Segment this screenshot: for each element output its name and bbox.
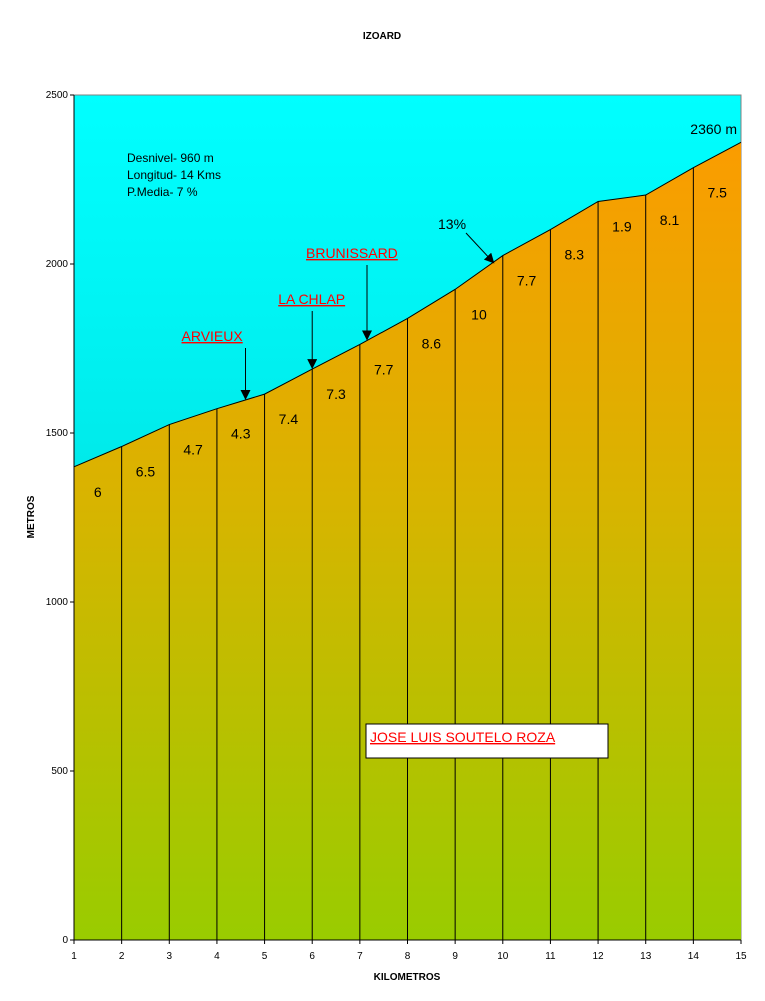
info-longitud: Longitud- 14 Kms [127,168,221,182]
x-tick-label: 5 [262,951,268,962]
segment-gradient-label: 7.4 [279,411,299,427]
segment-gradient-label: 6.5 [136,464,156,480]
y-tick-label: 500 [51,766,68,777]
x-tick-label: 8 [405,951,411,962]
segment-gradient-label: 7.3 [326,386,346,402]
x-tick-label: 6 [309,951,315,962]
x-axis-label: KILOMETROS [374,972,441,983]
y-tick-label: 1500 [46,428,69,439]
max-gradient-arrow [465,232,495,264]
author-label: JOSE LUIS SOUTELO ROZA [370,729,556,745]
x-tick-label: 9 [452,951,458,962]
segment-gradient-label: 10 [471,306,487,322]
segment-gradient-label: 6 [94,484,102,500]
segment-gradient-label: 8.3 [565,247,585,263]
segment-gradient-label: 4.7 [183,442,203,458]
y-axis-label: METROS [26,495,37,538]
segment-gradient-label: 8.6 [422,335,442,351]
x-tick-label: 12 [593,951,605,962]
chart-title: IZOARD [363,31,401,42]
x-tick-label: 4 [214,951,220,962]
summit-label: 2360 m [690,121,737,137]
x-tick-label: 11 [545,951,556,962]
x-tick-label: 13 [640,951,652,962]
segment-gradient-label: 1.9 [612,218,632,234]
x-tick-label: 3 [167,951,173,962]
y-tick-label: 2500 [46,90,69,101]
x-tick-label: 2 [119,951,125,962]
segment-gradient-label: 8.1 [660,212,680,228]
segment-gradient-label: 4.3 [231,426,251,442]
segment-gradient-label: 7.7 [374,361,394,377]
x-tick-label: 7 [357,951,363,962]
x-tick-label: 15 [735,951,747,962]
y-tick-label: 0 [62,935,68,946]
max-gradient-label: 13% [438,216,466,232]
place-label-la-chlap: LA CHLAP [278,291,345,307]
segment-gradient-label: 7.7 [517,273,537,289]
x-tick-label: 14 [688,951,700,962]
x-tick-label: 1 [71,951,77,962]
place-label-brunissard: BRUNISSARD [306,245,398,261]
y-tick-label: 1000 [46,597,69,608]
info-pendiente-media: P.Media- 7 % [127,185,198,199]
x-tick-label: 10 [497,951,509,962]
segment-gradient-label: 7.5 [707,185,727,201]
y-tick-label: 2000 [46,259,69,270]
info-desnivel: Desnivel- 960 m [127,151,214,165]
author-box [365,723,609,759]
place-label-arvieux: ARVIEUX [182,328,244,344]
